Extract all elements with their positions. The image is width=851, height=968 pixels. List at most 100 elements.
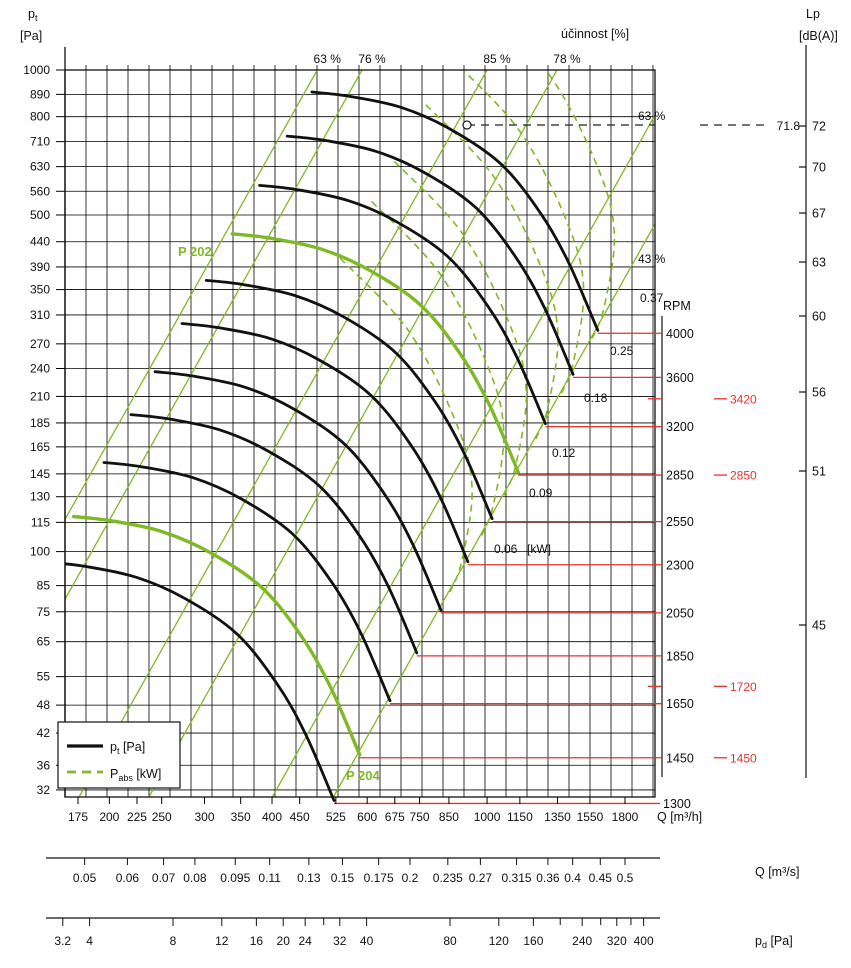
db-tick-label: 45: [812, 619, 826, 633]
rpm-secondary-label: 3420: [730, 392, 757, 406]
legend-pt-label: pt [Pa]: [110, 740, 145, 756]
q-m3h-tick-label: 450: [290, 810, 310, 824]
efficiency-line-43: [332, 222, 655, 798]
fan-curve-3200: [258, 184, 547, 426]
rpm-tick-label: 1850: [666, 649, 694, 663]
pt-tick-label: 100: [30, 545, 50, 559]
fan-curve-2850: [230, 232, 520, 474]
q-m3s-tick-label: 0.5: [617, 871, 634, 885]
pt-tick-label: 240: [30, 361, 50, 375]
power-curve-label: 0.25: [610, 344, 634, 358]
q-m3s-tick-label: 0.06: [116, 871, 140, 885]
power-curve-0.12: [393, 160, 528, 496]
pt-tick-label: 48: [37, 698, 51, 712]
rpm-secondary-label: 1450: [730, 751, 757, 765]
efficiency-label: 43 %: [638, 252, 666, 266]
pt-tick-label: 36: [37, 758, 51, 772]
q-m3h-tick-label: 1350: [544, 810, 571, 824]
pd-tick-label: 160: [523, 934, 543, 948]
q-m3h-tick-label: 400: [262, 810, 282, 824]
db-tick-label: 51: [812, 465, 826, 479]
q-m3s-tick-label: 0.36: [536, 871, 560, 885]
pt-tick-label: 145: [30, 467, 50, 481]
model-label: P 202: [178, 244, 212, 259]
pt-tick-label: 500: [30, 208, 50, 222]
power-curve-label: 0.37: [640, 291, 664, 305]
efficiency-line-63: [271, 113, 655, 798]
q-m3h-tick-label: 350: [231, 810, 251, 824]
pt-tick-label: 75: [37, 605, 51, 619]
q-m3h-tick-label: 525: [326, 810, 346, 824]
q-m3h-tick-label: 600: [357, 810, 377, 824]
pd-tick-label: 240: [572, 934, 592, 948]
pt-tick-label: 350: [30, 283, 50, 297]
q-m3s-tick-label: 0.11: [258, 871, 281, 885]
pt-tick-label: 560: [30, 184, 50, 198]
pd-tick-label: 8: [170, 934, 177, 948]
legend-box: [57, 721, 181, 789]
q-m3h-tick-label: 1150: [507, 810, 533, 824]
pt-tick-label: 630: [30, 160, 50, 174]
efficiency-lines: [65, 70, 655, 798]
pt-tick-label: 1000: [23, 63, 50, 77]
model-label: P 204: [346, 768, 381, 783]
rpm-tick-label: 3600: [666, 371, 694, 385]
operating-point-marker: [462, 120, 472, 130]
pt-tick-label: 115: [31, 515, 50, 529]
rpm-tick-label: 1300: [663, 797, 691, 811]
q-m3s-tick-label: 0.315: [502, 871, 532, 885]
power-curve-0.25: [461, 70, 585, 394]
q-m3h-axis-title: Q [m³/h]: [657, 810, 702, 824]
annotation-value: 71.8: [777, 119, 801, 133]
db-tick-label: 70: [812, 161, 826, 175]
grid: [65, 69, 655, 797]
pt-tick-label: 165: [30, 440, 50, 454]
efficiency-line-63: [65, 70, 318, 521]
pt-axis-title: pt: [28, 7, 38, 23]
pd-tick-label: 320: [607, 934, 627, 948]
rpm-tick-label: 4000: [666, 327, 694, 341]
rpm-tick-label: 2850: [666, 469, 694, 483]
pd-tick-label: 80: [443, 934, 457, 948]
db-tick-label: 56: [812, 386, 826, 400]
q-m3s-tick-label: 0.095: [220, 871, 250, 885]
rpm-tick-label: 3200: [666, 420, 694, 434]
pt-tick-label: 65: [37, 635, 51, 649]
efficiency-axis-title: účinnost [%]: [561, 27, 629, 41]
pt-tick-label: 800: [30, 110, 50, 124]
pt-tick-label: 130: [30, 490, 50, 504]
pt-tick-label: 390: [30, 260, 50, 274]
pt-tick-label: 42: [37, 726, 51, 740]
lp-axis-unit: [dB(A)]: [799, 29, 838, 43]
q-m3h-tick-label: 225: [127, 810, 147, 824]
pd-tick-label: 20: [277, 934, 291, 948]
rpm-tick-label: 1650: [666, 697, 694, 711]
q-m3h-tick-label: 750: [410, 810, 430, 824]
power-curve-label: 0.18: [584, 391, 608, 405]
pd-tick-label: 24: [298, 934, 312, 948]
lp-axis-title: Lp: [806, 7, 820, 21]
q-m3h-tick-label: 1000: [474, 810, 501, 824]
axis-ticks: [46, 45, 807, 926]
pt-tick-label: 85: [37, 579, 51, 593]
pt-tick-label: 890: [30, 87, 50, 101]
q-m3s-tick-label: 0.175: [364, 871, 394, 885]
pd-tick-label: 4: [86, 934, 93, 948]
q-m3s-tick-label: 0.05: [73, 871, 97, 885]
pt-tick-label: 270: [30, 337, 50, 351]
efficiency-label: 78 %: [553, 52, 581, 66]
fan-curve-1300: [65, 562, 336, 802]
pt-tick-label: 710: [30, 135, 50, 149]
power-curve-0.06: [339, 257, 473, 593]
fan-curve-1650: [102, 461, 392, 703]
power-curve-label: 0.06: [494, 542, 518, 556]
q-m3s-tick-label: 0.45: [589, 871, 613, 885]
db-tick-label: 60: [812, 310, 826, 324]
pd-tick-label: 40: [360, 934, 374, 948]
q-m3s-tick-label: 0.2: [402, 871, 419, 885]
fan-curve-4000: [310, 90, 600, 332]
power-curve-label: 0.12: [552, 446, 576, 460]
pt-tick-label: 32: [37, 783, 51, 797]
pt-axis-unit: [Pa]: [20, 29, 42, 43]
